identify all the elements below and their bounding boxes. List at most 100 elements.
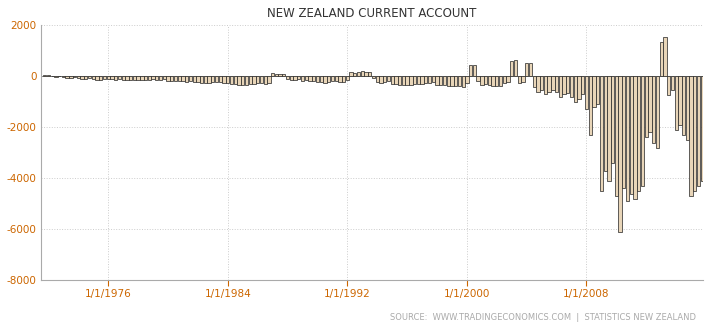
Bar [219,76,222,82]
Bar [297,76,300,79]
Bar [73,76,76,77]
Title: NEW ZEALAND CURRENT ACCOUNT: NEW ZEALAND CURRENT ACCOUNT [268,7,476,20]
Bar [443,76,446,85]
Bar [121,76,125,80]
Bar [462,76,465,87]
Bar [170,76,173,81]
Bar [92,76,95,79]
Bar [570,76,573,97]
Bar [234,76,237,84]
Bar [252,76,256,84]
Bar [312,76,315,81]
Bar [181,76,185,81]
Bar [544,76,547,94]
Bar [211,76,214,82]
Bar [58,75,61,76]
Bar [652,76,655,143]
Bar [327,76,330,82]
Bar [555,76,558,92]
Bar [248,76,252,84]
Bar [615,76,618,196]
Bar [645,76,648,137]
Bar [151,76,155,79]
Bar [622,76,626,188]
Bar [660,42,663,76]
Bar [192,76,196,82]
Bar [106,76,110,79]
Bar [88,76,91,78]
Bar [435,76,439,85]
Bar [637,76,640,191]
Bar [648,76,652,132]
Bar [409,76,413,85]
Bar [424,76,427,84]
Bar [488,76,491,85]
Bar [581,76,584,94]
Bar [503,76,506,83]
Bar [196,76,200,82]
Bar [189,76,192,81]
Bar [204,76,207,83]
Bar [338,76,342,82]
Bar [95,76,99,80]
Bar [693,76,697,191]
Bar [559,76,562,97]
Bar [663,37,667,76]
Bar [267,76,271,84]
Bar [398,76,401,85]
Bar [47,75,50,76]
Bar [689,76,693,196]
Bar [641,76,644,186]
Bar [308,76,312,81]
Bar [342,76,345,82]
Bar [245,76,248,85]
Bar [518,76,521,83]
Bar [577,76,581,99]
Bar [465,76,469,83]
Bar [323,76,327,83]
Bar [368,72,371,76]
Bar [585,76,588,110]
Bar [372,76,375,78]
Bar [413,76,416,84]
Bar [536,76,540,92]
Bar [499,76,502,86]
Bar [349,72,353,76]
Bar [346,76,349,80]
Bar [686,76,689,140]
Bar [480,76,484,85]
Bar [215,76,218,82]
Bar [260,76,263,83]
Bar [525,63,528,76]
Bar [387,76,390,81]
Bar [118,76,121,79]
Bar [316,76,319,82]
Bar [454,76,457,86]
Bar [674,76,678,130]
Bar [630,76,633,194]
Bar [278,74,282,76]
Bar [678,76,682,125]
Bar [491,76,495,86]
Bar [103,76,106,79]
Bar [77,76,80,78]
Bar [671,76,674,90]
Bar [589,76,592,135]
Text: SOURCE:  WWW.TRADINGECONOMICS.COM  |  STATISTICS NEW ZEALAND: SOURCE: WWW.TRADINGECONOMICS.COM | STATI… [390,313,696,322]
Bar [450,76,454,86]
Bar [439,76,442,85]
Bar [80,76,84,79]
Bar [99,76,102,80]
Bar [136,76,140,80]
Bar [521,76,525,82]
Bar [417,76,420,84]
Bar [241,76,244,85]
Bar [125,76,129,80]
Bar [155,76,158,80]
Bar [667,76,670,96]
Bar [626,76,629,201]
Bar [376,76,379,82]
Bar [263,76,267,84]
Bar [331,76,334,81]
Bar [70,76,72,78]
